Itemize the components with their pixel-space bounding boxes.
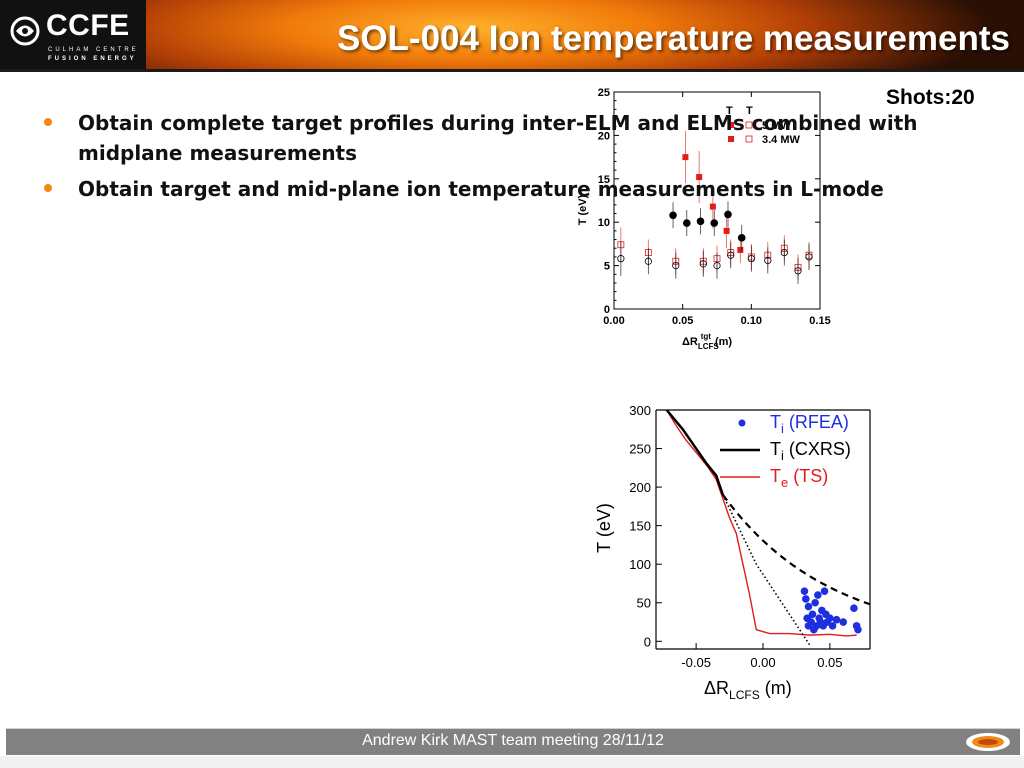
logo-subtitle-2: FUSION ENERGY — [48, 56, 137, 62]
shots-label: Shots:20 — [886, 86, 975, 109]
bullet-item: Obtain complete target profiles during i… — [44, 108, 984, 168]
x-tick-label: 0.05 — [817, 655, 842, 670]
data-point — [804, 602, 813, 611]
data-point — [747, 255, 755, 263]
data-point — [724, 210, 732, 219]
y-tick-label: 15 — [598, 174, 610, 186]
series-line-cxrs-extrap-dashed — [721, 494, 871, 606]
series-line-te — [666, 409, 857, 637]
x-axis-label: ΔRLCFS (m) — [704, 678, 792, 702]
x-tick-label: 0.10 — [741, 315, 762, 327]
chart-target-ti: 0 5 10 15 20 25 0.00 0.05 0.10 0.15 ΔRLCFStgt (m) T … — [577, 87, 831, 351]
y-tick-label: 50 — [637, 596, 651, 611]
x-tick-label: 0.00 — [603, 315, 624, 327]
slide-header: CCFE CULHAM CENTRE FUSION ENERGY SOL-004… — [0, 0, 1024, 72]
legend-label: Te (TS) — [770, 466, 828, 490]
legend-marker — [728, 136, 734, 142]
y-tick-label: 150 — [629, 519, 651, 534]
y-axis-label: T (eV) — [577, 194, 589, 225]
legend-marker — [745, 121, 753, 129]
data-point — [696, 217, 705, 226]
data-point — [850, 604, 858, 612]
bottom-strip — [0, 756, 1024, 768]
y-tick-label: 10 — [598, 217, 610, 229]
data-point — [669, 211, 677, 220]
data-point — [794, 267, 802, 275]
data-point — [699, 260, 707, 268]
legend-title: T — [726, 105, 733, 117]
legend-title: T — [746, 105, 753, 117]
bullet-list: Obtain complete target profiles during i… — [44, 108, 984, 210]
data-point — [644, 257, 652, 265]
y-tick-label: 200 — [629, 480, 651, 495]
data-point — [832, 615, 841, 624]
legend-marker — [738, 419, 746, 427]
mast-logo-icon — [966, 733, 1010, 751]
series-line-cxrs-extrap-dotted — [722, 494, 811, 646]
data-point — [672, 262, 680, 270]
x-axis-label: ΔRLCFStgt (m) — [682, 332, 732, 351]
data-point — [727, 251, 735, 259]
data-point — [737, 234, 746, 242]
data-point — [709, 203, 716, 210]
ccfe-logo: CCFE CULHAM CENTRE FUSION ENERGY — [0, 0, 146, 72]
legend-marker — [745, 135, 753, 143]
data-point — [820, 587, 829, 595]
footer-text: Andrew Kirk MAST team meeting 28/11/12 — [362, 732, 664, 749]
data-point — [617, 255, 625, 263]
data-point — [807, 618, 815, 626]
logo-subtitle-1: CULHAM CENTRE — [48, 47, 139, 53]
y-tick-label: 25 — [598, 87, 610, 99]
data-point — [682, 154, 689, 161]
x-tick-label: 0.00 — [750, 655, 775, 670]
data-point — [802, 595, 810, 603]
y-tick-label: 5 — [604, 261, 610, 273]
data-point — [713, 262, 721, 270]
slide-title: SOL-004 Ion temperature measurements — [336, 19, 1010, 58]
data-point — [854, 625, 862, 634]
data-point — [780, 248, 788, 257]
data-point — [696, 174, 703, 181]
legend-label: Ti (CXRS) — [770, 439, 851, 463]
x-tick-label: 0.15 — [809, 315, 830, 327]
x-tick-label: -0.05 — [681, 655, 711, 670]
y-tick-label: 0 — [644, 634, 651, 649]
y-tick-label: 0 — [604, 304, 610, 316]
bullet-item: Obtain target and mid-plane ion temperat… — [44, 174, 984, 204]
series-line-cxrs — [665, 409, 725, 496]
data-point — [826, 614, 834, 622]
y-axis-label: T (eV) — [594, 503, 614, 553]
ccfe-swirl-icon — [10, 16, 40, 46]
data-point — [811, 598, 819, 607]
plot-frame — [613, 91, 821, 310]
data-point — [805, 253, 813, 261]
logo-title: CCFE — [46, 9, 130, 42]
data-point — [800, 587, 809, 595]
y-tick-label: 300 — [629, 403, 651, 418]
data-point — [723, 227, 730, 234]
data-point — [814, 591, 822, 599]
data-point — [682, 219, 691, 227]
data-point — [710, 219, 719, 227]
legend-label: 3.4 MW — [762, 134, 801, 146]
legend-label: 5 MW — [762, 120, 791, 132]
data-point — [828, 622, 837, 630]
chart-midplane-t: 0 50 100 150 200 250 300 -0.05 0.00 0.05 T (eV) ΔRL… — [594, 403, 871, 702]
y-tick-label: 100 — [629, 557, 651, 572]
data-point — [839, 618, 848, 626]
legend-marker — [728, 122, 734, 128]
data-point — [808, 610, 817, 619]
y-tick-label: 250 — [629, 442, 651, 457]
footer-bar: Andrew Kirk MAST team meeting 28/11/12 — [6, 728, 1020, 755]
data-point — [737, 246, 744, 253]
x-tick-label: 0.05 — [672, 315, 693, 327]
y-tick-label: 20 — [598, 130, 610, 142]
legend-label: Ti (RFEA) — [770, 412, 849, 436]
data-point — [764, 256, 772, 264]
